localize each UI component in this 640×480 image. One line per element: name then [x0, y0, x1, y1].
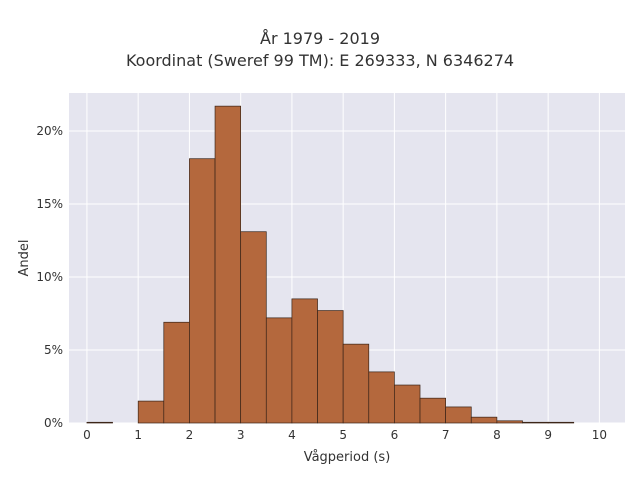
histogram-bar	[394, 384, 421, 424]
x-tick-label: 0	[83, 428, 91, 442]
histogram-bar	[368, 371, 395, 424]
histogram-bar	[291, 298, 318, 424]
y-tick-label: 20%	[36, 124, 63, 138]
x-tick-label: 6	[391, 428, 399, 442]
x-tick-label: 7	[442, 428, 450, 442]
y-tick-label: 0%	[44, 416, 63, 430]
bars	[86, 105, 575, 424]
x-axis-ticks: 0 1 2 3 4 5 6 7 8 9 10	[83, 428, 607, 442]
histogram-bar	[317, 310, 344, 424]
histogram-bar	[342, 343, 370, 424]
histogram-bar	[214, 105, 242, 424]
histogram-bar	[496, 420, 523, 424]
x-tick-label: 5	[339, 428, 347, 442]
x-tick-label: 9	[544, 428, 552, 442]
y-tick-label: 5%	[44, 343, 63, 357]
histogram-bar	[470, 416, 498, 424]
histogram-bar	[522, 421, 549, 424]
x-tick-label: 3	[237, 428, 245, 442]
histogram-bar	[86, 421, 113, 424]
histogram-bar	[445, 406, 472, 424]
y-tick-label: 15%	[36, 197, 63, 211]
x-tick-label: 2	[186, 428, 194, 442]
x-tick-label: 1	[134, 428, 142, 442]
histogram-bar	[163, 321, 190, 424]
histogram-bar	[419, 397, 446, 424]
histogram-bar	[137, 400, 165, 424]
x-tick-label: 8	[493, 428, 501, 442]
y-axis-ticks: 0% 5% 10% 15% 20%	[36, 124, 63, 430]
chart-subtitle: Koordinat (Sweref 99 TM): E 269333, N 63…	[125, 51, 515, 70]
histogram-bar	[265, 317, 293, 424]
histogram-bar	[189, 158, 216, 424]
y-tick-label: 10%	[36, 270, 63, 284]
x-tick-label: 10	[592, 428, 607, 442]
chart-title: År 1979 - 2019	[260, 29, 380, 48]
x-axis-label: Vågperiod (s)	[304, 450, 391, 465]
y-axis-label: Andel	[17, 240, 32, 277]
histogram-bar	[547, 421, 575, 424]
x-tick-label: 4	[288, 428, 296, 442]
histogram-bar	[240, 231, 267, 424]
